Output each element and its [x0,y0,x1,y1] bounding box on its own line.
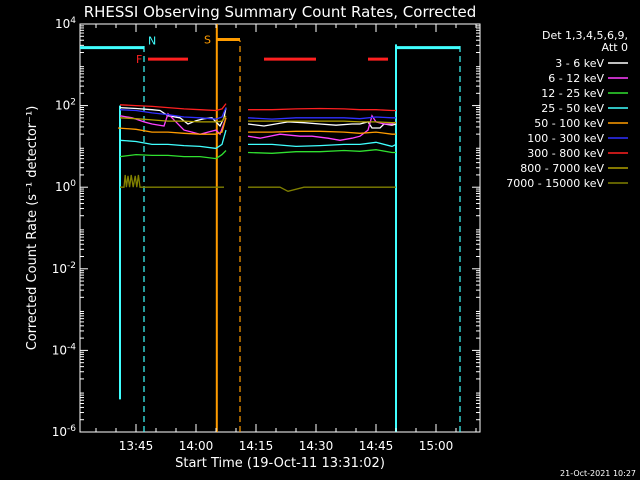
x-axis-label: Start Time (19-Oct-11 13:31:02) [175,456,385,471]
x-tick-label: 14:45 [359,439,394,453]
series-line-300-800-kev [119,103,227,112]
legend-label-6-12-kev: 6 - 12 keV [548,72,604,85]
y-tick-label: 100 [55,179,76,194]
legend-label-7000-15000-kev: 7000 - 15000 keV [506,177,604,190]
legend-label-100-300-kev: 100 - 300 keV [527,132,604,145]
render-timestamp: 21-Oct-2021 10:27 [560,469,636,478]
flag-s-label: S [204,34,211,47]
x-tick-label: 15:00 [419,439,454,453]
x-tick-label: 14:15 [239,439,274,453]
x-tick-label: 14:00 [179,439,214,453]
series-line-7000-15000-kev [120,174,224,188]
series-line-3-6-kev [247,121,397,129]
legend-header: Att 0 [602,41,628,54]
y-tick-label: 10-4 [52,342,77,357]
series-line-25-50-kev [119,129,227,150]
series-line-50-100-kev [117,117,227,135]
y-tick-label: 102 [55,98,76,113]
series-line-800-7000-kev [248,120,396,124]
plot-frame [79,23,481,433]
y-tick-label: 10-6 [52,424,77,439]
series-line-7000-15000-kev [248,186,396,192]
series-line-300-800-kev [248,107,396,112]
series-line-25-50-kev [248,141,397,148]
legend-label-300-800-kev: 300 - 800 keV [527,147,604,160]
series-line-100-300-kev [119,107,227,120]
legend-label-50-100-kev: 50 - 100 keV [534,117,604,130]
series-line-12-25-kev [119,150,227,160]
legend: Det 1,3,4,5,6,9,Att 0 3 - 6 keV 6 - 12 keV… [506,29,628,190]
flag-n-label: N [148,35,156,48]
legend-header: Det 1,3,4,5,6,9, [542,29,628,42]
series-line-100-300-kev [247,116,396,120]
x-tick-label: 13:45 [119,439,154,453]
y-axis-label: Corrected Count Rate (s⁻¹ detector⁻¹) [25,106,40,351]
chart-title: RHESSI Observing Summary Count Rates, Co… [84,3,477,21]
y-tick-label: 10-2 [52,261,76,276]
series-line-6-12-kev [247,114,397,141]
series-line-3-6-kev [119,106,227,128]
legend-label-3-6-kev: 3 - 6 keV [555,57,604,70]
legend-label-800-7000-kev: 800 - 7000 keV [520,162,604,175]
series-line-50-100-kev [248,130,396,135]
series-line-12-25-kev [247,149,396,154]
flag-f-label: F [136,53,142,66]
series-line-6-12-kev [119,112,227,136]
legend-label-12-25-kev: 12 - 25 keV [541,87,604,100]
legend-label-25-50-kev: 25 - 50 keV [541,102,604,115]
series-line-800-7000-kev [119,115,227,123]
x-tick-label: 14:30 [299,439,334,453]
y-tick-label: 104 [55,16,76,31]
